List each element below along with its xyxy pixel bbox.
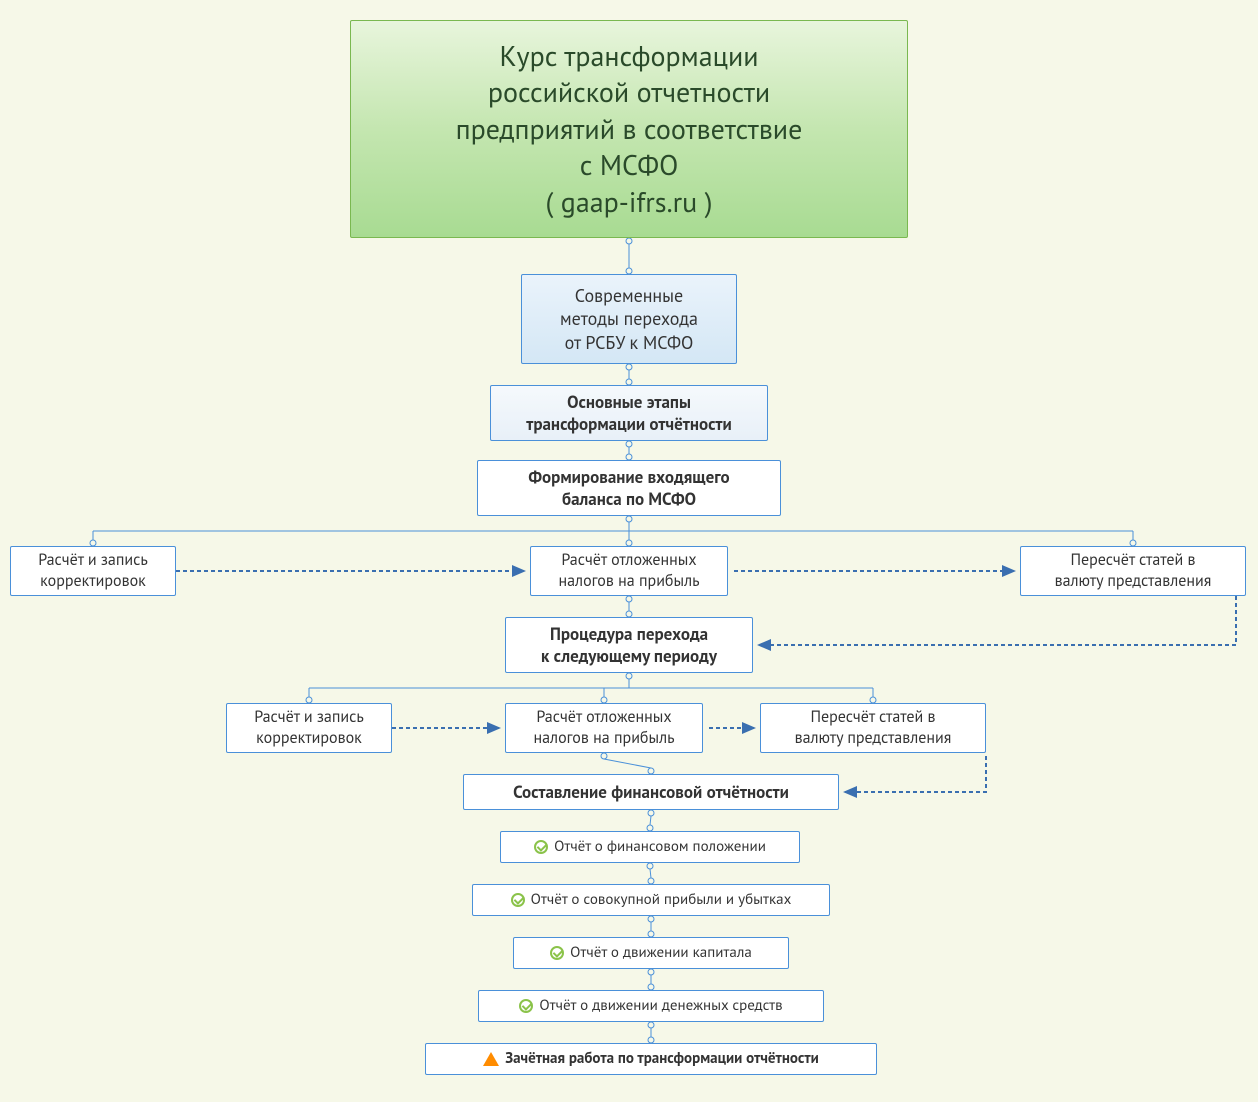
node-label: Зачётная работа по трансформации отчётно…	[505, 1049, 819, 1069]
node-label: Отчёт о движении денежных средств	[539, 996, 782, 1016]
node-label: Курс трансформации российской отчетности…	[456, 38, 803, 220]
node-label: Отчёт о совокупной прибыли и убытках	[531, 890, 792, 910]
node-n6a: Расчёт и запись корректировок	[226, 703, 392, 753]
node-label: Расчёт и запись корректировок	[254, 707, 364, 749]
node-n1: Современные методы перехода от РСБУ к МС…	[521, 274, 737, 364]
node-label: Составление финансовой отчётности	[513, 781, 789, 803]
node-n4a: Расчёт и запись корректировок	[10, 546, 176, 596]
node-label: Пересчёт статей в валюту представления	[1055, 550, 1212, 592]
node-label: Расчёт отложенных налогов на прибыль	[533, 707, 674, 749]
node-n2: Основные этапы трансформации отчётности	[490, 385, 768, 441]
check-icon	[511, 893, 525, 907]
node-label: Процедура перехода к следующему периоду	[541, 623, 717, 667]
node-label: Современные методы перехода от РСБУ к МС…	[560, 284, 698, 354]
node-label: Расчёт и запись корректировок	[38, 550, 148, 592]
node-n5: Процедура перехода к следующему периоду	[505, 617, 753, 673]
node-title: Курс трансформации российской отчетности…	[350, 20, 908, 238]
node-label: Основные этапы трансформации отчётности	[526, 391, 732, 435]
node-n10: Отчёт о движении капитала	[513, 937, 789, 969]
node-n8: Отчёт о финансовом положении	[500, 831, 800, 863]
node-label: Расчёт отложенных налогов на прибыль	[558, 550, 699, 592]
check-icon	[534, 840, 548, 854]
node-n9: Отчёт о совокупной прибыли и убытках	[472, 884, 830, 916]
node-label: Формирование входящего баланса по МСФО	[528, 466, 729, 510]
node-n12: Зачётная работа по трансформации отчётно…	[425, 1043, 877, 1075]
warning-icon	[483, 1052, 499, 1066]
node-label: Отчёт о финансовом положении	[554, 837, 766, 857]
node-n4b: Расчёт отложенных налогов на прибыль	[530, 546, 728, 596]
node-n11: Отчёт о движении денежных средств	[478, 990, 824, 1022]
node-n6c: Пересчёт статей в валюту представления	[760, 703, 986, 753]
check-icon	[519, 999, 533, 1013]
node-n7: Составление финансовой отчётности	[463, 774, 839, 810]
node-n3: Формирование входящего баланса по МСФО	[477, 460, 781, 516]
node-n6b: Расчёт отложенных налогов на прибыль	[505, 703, 703, 753]
node-n4c: Пересчёт статей в валюту представления	[1020, 546, 1246, 596]
node-label: Отчёт о движении капитала	[570, 943, 752, 963]
check-icon	[550, 946, 564, 960]
node-label: Пересчёт статей в валюту представления	[795, 707, 952, 749]
